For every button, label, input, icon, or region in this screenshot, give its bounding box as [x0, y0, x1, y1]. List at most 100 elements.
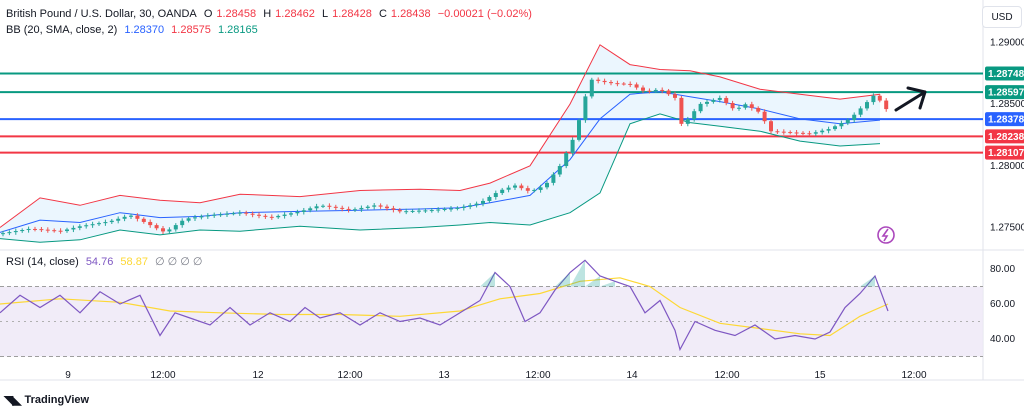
candle-body-49 — [314, 206, 319, 209]
candle-body-7 — [45, 229, 50, 231]
candle-90 — [577, 118, 581, 142]
candle-body-70 — [449, 208, 453, 210]
candle-body-16 — [103, 222, 108, 224]
candle-98 — [628, 81, 633, 88]
candle-34 — [218, 212, 223, 217]
candle-91 — [583, 93, 588, 123]
bb-legend: BB (20, SMA, close, 2) 1.28370 1.28575 1… — [6, 24, 262, 36]
candle-8 — [52, 228, 57, 233]
arrow-annotation-icon — [894, 86, 927, 112]
candle-119 — [762, 109, 767, 124]
candle-body-35 — [225, 213, 229, 215]
candle-61 — [391, 205, 396, 213]
candle-body-59 — [378, 205, 383, 207]
candle-58 — [372, 203, 377, 210]
candle-88 — [564, 151, 569, 169]
candle-23 — [148, 219, 153, 228]
currency-button[interactable]: USD — [982, 6, 1022, 28]
candle-27 — [173, 223, 178, 232]
candle-0 — [1, 230, 5, 237]
candle-body-4 — [26, 228, 31, 231]
ohlc-high: H 1.28462 — [263, 8, 315, 20]
candle-43 — [276, 214, 281, 219]
rsi-extra: ∅ ∅ ∅ ∅ — [155, 256, 203, 268]
candle-102 — [653, 88, 658, 94]
tradingview-logo[interactable]: ◥◣ TradingView — [4, 393, 89, 407]
candle-body-86 — [551, 174, 556, 183]
candle-15 — [97, 221, 101, 227]
candle-30 — [193, 214, 197, 222]
candle-1 — [7, 230, 12, 236]
candle-86 — [551, 172, 556, 186]
candle-body-48 — [308, 208, 313, 211]
candle-128 — [820, 128, 825, 135]
candle-107 — [685, 116, 690, 127]
candle-50 — [321, 204, 325, 209]
rsi-overbought-fill-34 — [600, 281, 615, 287]
candle-112 — [717, 95, 722, 103]
candle-body-28 — [180, 220, 185, 226]
candle-138 — [884, 98, 889, 112]
candle-body-67 — [429, 210, 434, 212]
candle-body-17 — [109, 220, 114, 223]
candle-body-112 — [717, 97, 722, 100]
candle-93 — [596, 77, 601, 84]
candle-7 — [45, 227, 50, 233]
candle-48 — [308, 206, 313, 213]
candle-body-43 — [276, 215, 281, 218]
rsi-value: 54.76 — [85, 256, 114, 268]
candle-78 — [500, 187, 505, 196]
candle-111 — [711, 98, 716, 104]
candle-120 — [769, 119, 773, 134]
time-tick-label-4: 13 — [438, 370, 450, 381]
level-label-0: 1.28748 — [988, 69, 1024, 80]
time-tick-label-5: 12:00 — [525, 370, 550, 381]
candle-body-123 — [788, 132, 793, 134]
candle-body-110 — [705, 101, 709, 104]
candle-body-84 — [538, 187, 543, 190]
candle-body-2 — [13, 231, 18, 233]
candle-body-102 — [653, 89, 658, 91]
candle-33 — [212, 212, 217, 218]
candle-96 — [615, 80, 620, 87]
level-label-bg-4 — [985, 145, 1024, 160]
candle-46 — [295, 209, 300, 216]
bb-lower-line — [0, 113, 881, 243]
candle-76 — [487, 195, 492, 203]
candle-12 — [77, 224, 82, 231]
candle-92 — [589, 77, 594, 99]
candle-114 — [730, 100, 735, 111]
candle-97 — [621, 82, 626, 86]
candle-body-26 — [167, 229, 172, 232]
time-tick-label-6: 14 — [626, 370, 638, 381]
candle-body-53 — [340, 207, 345, 209]
candle-body-99 — [634, 84, 639, 88]
symbol-title: British Pound / U.S. Dollar, 30, OANDA — [6, 8, 197, 20]
candle-body-57 — [365, 206, 370, 208]
candle-37 — [237, 210, 242, 216]
candle-108 — [692, 108, 697, 122]
candle-14 — [90, 221, 95, 228]
candle-6 — [39, 227, 44, 232]
time-tick-label-1: 12:00 — [150, 370, 175, 381]
candle-body-37 — [237, 212, 242, 214]
candle-body-29 — [186, 218, 191, 221]
candle-body-89 — [570, 139, 575, 154]
candle-103 — [660, 87, 665, 94]
candle-10 — [65, 227, 69, 233]
candle-body-109 — [698, 103, 703, 112]
candle-68 — [436, 207, 441, 213]
candle-body-58 — [372, 205, 377, 207]
candle-72 — [461, 204, 466, 211]
candle-body-130 — [833, 126, 837, 130]
level-label-2: 1.28378 — [988, 115, 1024, 126]
candle-66 — [423, 208, 428, 213]
candle-body-80 — [513, 185, 517, 188]
candle-67 — [429, 207, 434, 213]
candle-70 — [449, 206, 453, 212]
candle-body-101 — [647, 90, 652, 92]
candle-127 — [813, 130, 818, 136]
rsi-overbought-fill-32 — [570, 260, 585, 287]
candle-body-3 — [20, 230, 25, 232]
